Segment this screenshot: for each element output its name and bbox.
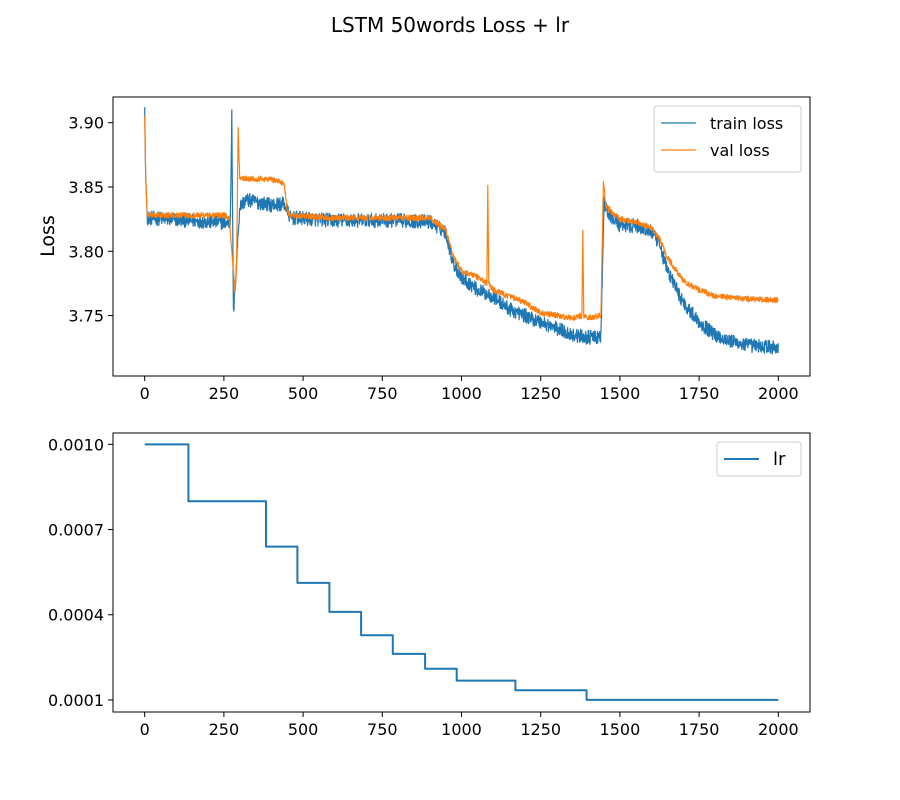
lr-y-tick-label: 0.0001 <box>48 691 104 710</box>
lr-y-tick-label: 0.0004 <box>48 606 104 625</box>
lr-series-line <box>144 443 779 701</box>
val-loss-series-line <box>144 116 779 322</box>
loss-x-tick-label: 500 <box>288 384 319 403</box>
loss-x-tick-label: 2000 <box>758 384 799 403</box>
lr-x-tick-label: 1250 <box>520 720 561 739</box>
lr-x-tick-label: 1500 <box>600 720 641 739</box>
loss-x-tick-label: 1000 <box>441 384 482 403</box>
train-loss-series-line <box>144 107 779 355</box>
lr-legend-label: lr <box>773 449 786 470</box>
figure-title: LSTM 50words Loss + lr <box>331 13 570 37</box>
loss-y-tick-label: 3.85 <box>68 178 104 197</box>
lr-y-tick-label: 0.0007 <box>48 521 104 540</box>
lr-axes: 0 250 500 750 1000 1250 1500 1750 2000 0.0001 0.00… <box>48 432 811 739</box>
loss-x-tick-label: 1250 <box>520 384 561 403</box>
loss-x-tick-label: 250 <box>209 384 240 403</box>
loss-axes: Loss 0 250 500 750 1000 1250 1500 1750 2000 3.75 3… <box>37 96 811 403</box>
train-loss-legend-label: train loss <box>710 114 783 133</box>
lr-x-tick-label: 1750 <box>679 720 720 739</box>
loss-x-tick-label: 1500 <box>600 384 641 403</box>
lr-x-tick-label: 0 <box>140 720 150 739</box>
lr-x-tick-label: 500 <box>288 720 319 739</box>
loss-y-axis-label: Loss <box>37 215 59 257</box>
loss-y-tick-label: 3.75 <box>68 307 104 326</box>
loss-x-tick-label: 0 <box>140 384 150 403</box>
lr-y-tick-label: 0.0010 <box>48 435 104 454</box>
lr-x-tick-label: 250 <box>209 720 240 739</box>
loss-y-tick-label: 3.80 <box>68 242 104 261</box>
loss-x-tick-label: 1750 <box>679 384 720 403</box>
lr-x-tick-label: 1000 <box>441 720 482 739</box>
lr-x-tick-label: 750 <box>367 720 398 739</box>
loss-y-tick-label: 3.90 <box>68 114 104 133</box>
val-loss-legend-label: val loss <box>710 141 770 160</box>
loss-x-tick-label: 750 <box>367 384 398 403</box>
lr-x-tick-label: 2000 <box>758 720 799 739</box>
